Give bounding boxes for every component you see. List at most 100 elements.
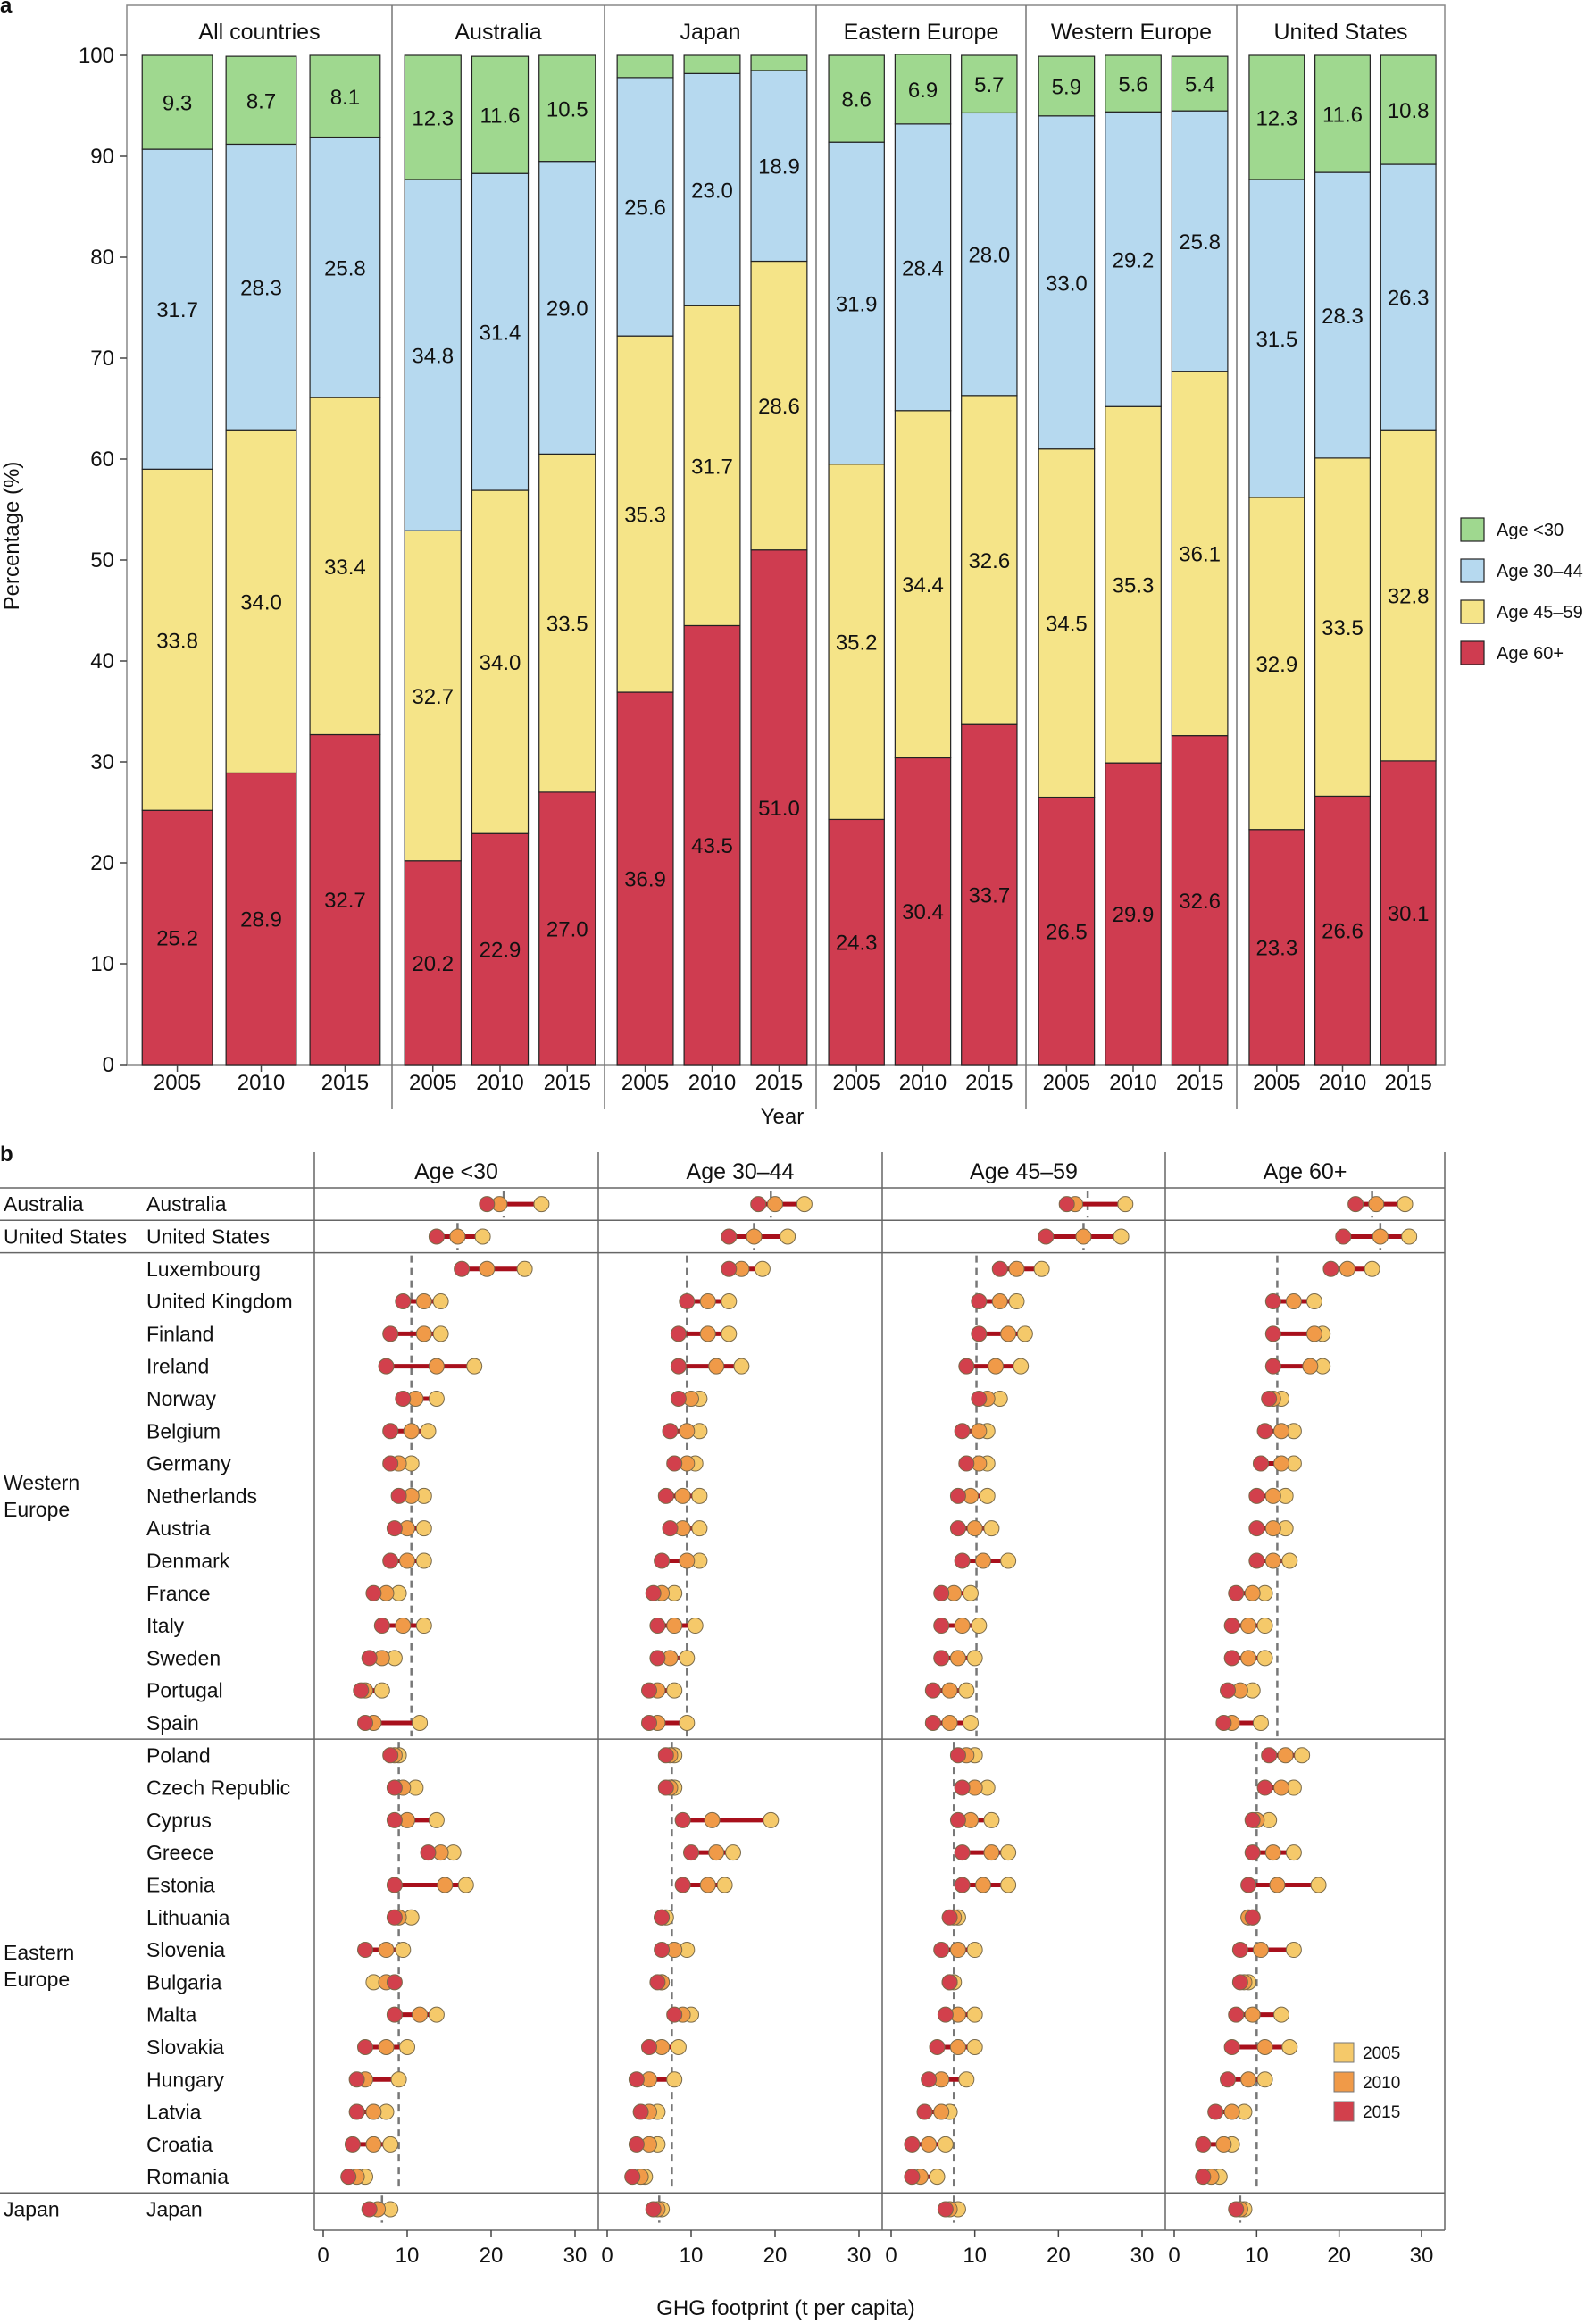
x-tick-label: 2015 <box>965 1071 1013 1095</box>
dot-2015 <box>649 1650 666 1667</box>
bar-segment <box>750 70 808 263</box>
dot-2015 <box>954 1552 971 1569</box>
legend-label: Age 45–59 <box>1497 603 1583 623</box>
dot-2005 <box>1256 1650 1273 1667</box>
bar-segment <box>828 818 885 1066</box>
bar-segment <box>141 148 213 470</box>
dot-2005 <box>971 1618 988 1634</box>
dot-2005 <box>1000 1552 1017 1569</box>
x-tick-label: 2015 <box>1384 1071 1431 1095</box>
bar-segment <box>141 809 213 1066</box>
dot-2005 <box>966 2006 983 2023</box>
dot-2010 <box>921 2136 938 2153</box>
data-label: 5.4 <box>1185 73 1214 97</box>
dot-2005 <box>958 1682 975 1699</box>
dot-2005 <box>725 1844 741 1861</box>
data-label: 29.0 <box>546 297 588 322</box>
x-tick-label: 2005 <box>409 1071 456 1095</box>
data-label: 34.0 <box>240 590 282 614</box>
legend: Age <30 Age 30–44 Age 45–59 Age 60+ <box>1460 517 1583 665</box>
bar-segment <box>1171 735 1229 1066</box>
data-label: 9.3 <box>163 92 192 116</box>
data-label: 29.2 <box>1113 248 1155 272</box>
dot-2010 <box>399 1552 415 1569</box>
dot-2010 <box>679 1552 696 1569</box>
dot-2005 <box>428 1811 445 1828</box>
dot-2010 <box>988 1358 1005 1375</box>
data-label: 34.5 <box>1046 613 1088 637</box>
y-tick-label: 50 <box>90 548 114 573</box>
dot-2015 <box>933 1618 950 1634</box>
x-tick-label: 0 <box>885 2244 897 2268</box>
x-tick-label: 2005 <box>1253 1071 1300 1095</box>
dot-2015 <box>670 1325 687 1342</box>
dot-2015 <box>679 1293 696 1310</box>
dot-2015 <box>1195 2169 1212 2186</box>
dot-2010 <box>1273 1455 1290 1472</box>
data-label: 34.0 <box>480 651 521 675</box>
dot-2015 <box>949 1747 966 1764</box>
dot-2015 <box>924 1714 941 1731</box>
country-label: Australia <box>146 1192 227 1216</box>
dot-2015 <box>941 1909 958 1926</box>
dot-2005 <box>415 1618 432 1634</box>
dot-2010 <box>1305 1325 1322 1342</box>
dot-2015 <box>933 1584 950 1601</box>
dot-2010 <box>1269 1877 1286 1893</box>
data-label: 31.7 <box>156 298 198 322</box>
legend-label: Age 30–44 <box>1497 562 1583 581</box>
country-label: Hungary <box>146 2068 224 2091</box>
dot-2015 <box>654 1552 671 1569</box>
bar-segment <box>404 54 462 180</box>
dot-2010 <box>699 1293 716 1310</box>
dot-2015 <box>1264 1358 1281 1375</box>
dot-2010 <box>991 1293 1008 1310</box>
country-label: Poland <box>146 1743 211 1767</box>
data-label: 35.3 <box>624 504 666 528</box>
country-label: United States <box>146 1225 270 1248</box>
dot-2015 <box>382 1325 399 1342</box>
data-label: 22.9 <box>480 939 521 963</box>
dot-2015 <box>721 1228 738 1245</box>
dot-2015 <box>382 1552 399 1569</box>
dot-2010 <box>1000 1325 1017 1342</box>
dot-2010 <box>1368 1196 1385 1213</box>
bar-segment <box>225 55 297 146</box>
dot-2015 <box>479 1196 496 1213</box>
dot-2015 <box>654 1942 671 1959</box>
bar-segment <box>1380 163 1437 431</box>
bar-segment <box>1314 795 1371 1066</box>
dot-2015 <box>348 2103 365 2120</box>
country-label: Germany <box>146 1452 231 1475</box>
dot-2015 <box>1207 2103 1224 2120</box>
x-tick-label: 2010 <box>899 1071 947 1095</box>
dot-2015 <box>1223 1650 1240 1667</box>
y-tick-label: 20 <box>90 851 114 875</box>
dot-2015 <box>971 1390 988 1407</box>
dot-2015 <box>645 1584 662 1601</box>
dot-2015 <box>1058 1196 1075 1213</box>
country-label: Netherlands <box>146 1484 257 1508</box>
dot-2005 <box>1117 1196 1134 1213</box>
dot-2010 <box>365 2103 382 2120</box>
dot-2015 <box>921 2071 938 2088</box>
bar-segment <box>828 141 885 465</box>
bar-segment <box>1314 457 1371 798</box>
dot-2015 <box>721 1260 738 1277</box>
dot-2015 <box>1195 2136 1212 2153</box>
dot-2015 <box>645 2201 662 2218</box>
dot-2010 <box>966 1520 983 1537</box>
dot-2015 <box>657 1487 674 1504</box>
data-label: 25.6 <box>624 196 666 221</box>
x-tick-label: 10 <box>396 2244 420 2268</box>
dot-2015 <box>954 1779 971 1796</box>
bar-segment <box>1314 54 1371 173</box>
panel-header: Age 30–44 <box>687 1159 795 1184</box>
data-label: 33.4 <box>324 556 366 580</box>
bar-segment <box>961 723 1018 1066</box>
bar-segment <box>309 54 381 138</box>
x-tick-label: 0 <box>317 2244 329 2268</box>
bar-segment <box>538 161 596 455</box>
country-label: Japan <box>146 2197 203 2220</box>
legend-swatch <box>1333 2042 1355 2063</box>
